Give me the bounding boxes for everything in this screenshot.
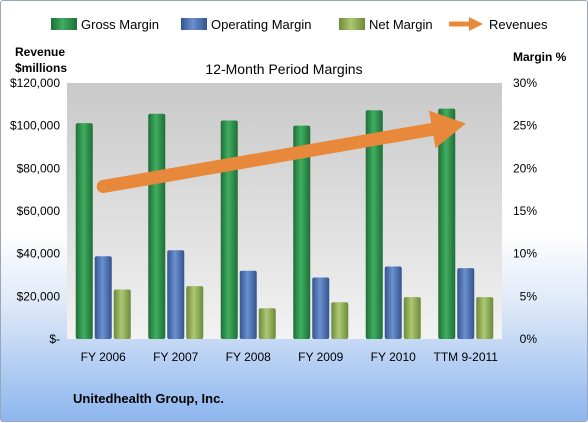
right-tick-label-4: 20%	[513, 161, 537, 175]
bar-net-margin-5	[476, 297, 494, 339]
legend-label-gross-margin: Gross Margin	[81, 17, 159, 32]
bar-net-margin-3	[331, 302, 349, 339]
bar-gross-margin-1	[148, 113, 166, 339]
bar-net-margin-1	[186, 286, 204, 339]
bar-net-margin-4	[403, 297, 421, 339]
legend-swatch-net-margin	[339, 18, 365, 30]
left-axis-title-line2: $millions	[15, 61, 67, 75]
bar-gross-margin-0	[75, 123, 93, 340]
right-tick-label-2: 10%	[513, 247, 537, 261]
x-tick-label-4: FY 2010	[371, 350, 416, 364]
x-tick-label-1: FY 2007	[153, 350, 198, 364]
left-axis-title-line1: Revenue	[15, 45, 65, 59]
right-tick-label-3: 15%	[513, 204, 537, 218]
legend-swatch-operating-margin	[181, 18, 207, 30]
left-tick-label-3: $60,000	[17, 204, 61, 218]
bar-operating-margin-5	[457, 268, 475, 339]
bar-operating-margin-4	[384, 266, 402, 339]
legend-swatch-revenues-arrowhead	[469, 17, 483, 31]
left-tick-label-0: $-	[49, 332, 60, 346]
x-tick-label-2: FY 2008	[226, 350, 271, 364]
legend-label-revenues: Revenues	[489, 17, 548, 32]
right-tick-label-5: 25%	[513, 119, 537, 133]
x-tick-label-0: FY 2006	[81, 350, 126, 364]
legend: Gross Margin Operating Margin Net Margin…	[51, 17, 548, 32]
legend-swatch-gross-margin	[51, 18, 77, 30]
left-tick-label-4: $80,000	[17, 161, 61, 175]
bar-gross-margin-5	[438, 108, 456, 339]
left-tick-label-5: $100,000	[10, 119, 60, 133]
axis-ticks-group: FY 2006 FY 2007 FY 2008 FY 2009 FY 2010 TTM 9…	[10, 76, 537, 364]
bar-operating-margin-1	[167, 250, 185, 339]
bar-operating-margin-0	[94, 256, 112, 339]
right-tick-label-6: 30%	[513, 76, 537, 90]
left-tick-label-6: $120,000	[10, 76, 60, 90]
right-tick-label-1: 5%	[520, 289, 538, 303]
left-tick-label-1: $20,000	[17, 289, 61, 303]
revenue-trend-arrowhead	[429, 110, 466, 149]
bar-net-margin-2	[258, 308, 276, 339]
bar-net-margin-0	[113, 289, 131, 339]
bar-operating-margin-2	[239, 270, 257, 339]
left-tick-label-2: $40,000	[17, 247, 61, 261]
legend-label-operating-margin: Operating Margin	[211, 17, 311, 32]
revenue-trend-line	[96, 122, 441, 193]
x-tick-label-5: TTM 9-2011	[434, 350, 499, 364]
right-tick-label-0: 0%	[520, 332, 538, 346]
bar-series-group	[75, 108, 494, 340]
legend-label-net-margin: Net Margin	[369, 17, 433, 32]
bar-gross-margin-4	[365, 110, 383, 339]
chart-title: 12-Month Period Margins	[205, 61, 362, 77]
bar-gross-margin-3	[293, 125, 311, 340]
company-name: Unitedhealth Group, Inc.	[73, 391, 224, 406]
bar-operating-margin-3	[312, 277, 330, 339]
x-tick-label-3: FY 2009	[298, 350, 343, 364]
bar-gross-margin-2	[220, 120, 238, 340]
right-axis-title: Margin %	[513, 50, 567, 64]
